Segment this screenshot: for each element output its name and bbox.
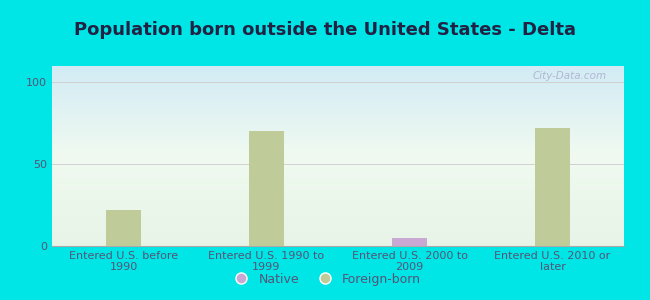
Bar (248, 131, 285, 246)
Text: City-Data.com: City-Data.com (533, 71, 607, 81)
Legend: Native, Foreign-born: Native, Foreign-born (224, 268, 426, 291)
Bar (534, 128, 571, 246)
Bar (105, 210, 142, 246)
Bar (391, 238, 428, 246)
Text: Population born outside the United States - Delta: Population born outside the United State… (74, 21, 576, 39)
